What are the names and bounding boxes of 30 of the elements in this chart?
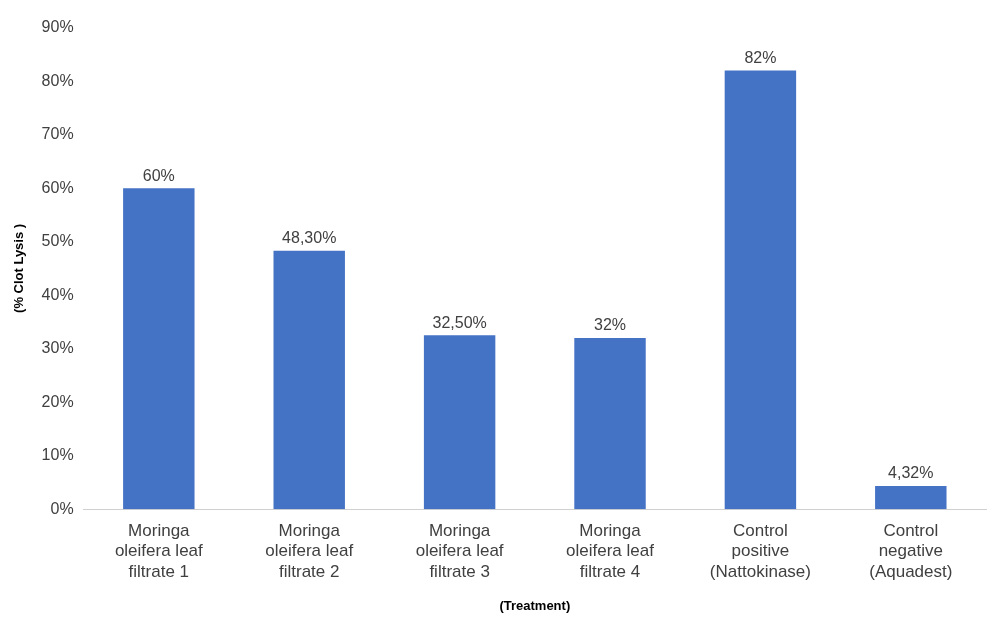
bar bbox=[875, 486, 947, 510]
bar bbox=[724, 70, 797, 510]
y-tick-label: 60% bbox=[41, 178, 74, 196]
bar bbox=[123, 188, 195, 510]
y-tick-label: 40% bbox=[41, 285, 74, 303]
y-tick-label: 70% bbox=[41, 125, 74, 143]
y-axis-title: (% Clot Lysis ) bbox=[11, 223, 27, 313]
data-label: 4,32% bbox=[888, 464, 934, 482]
x-tick-label: Moringa oleifera leaf filtrate 1 bbox=[114, 521, 204, 581]
x-tick-label: Control positive (Nattokinase) bbox=[709, 521, 811, 581]
x-tick-label: Moringa oleifera leaf filtrate 4 bbox=[566, 521, 655, 581]
data-label: 82% bbox=[744, 48, 777, 66]
data-label: 32% bbox=[593, 316, 627, 334]
y-tick-label: 50% bbox=[41, 232, 74, 250]
x-axis-title: (Treatment) bbox=[499, 597, 571, 613]
data-label: 48,30% bbox=[282, 229, 337, 247]
bar bbox=[574, 337, 646, 510]
y-tick-label: 20% bbox=[41, 392, 74, 410]
x-tick-label: Moringa oleifera leaf filtrate 3 bbox=[415, 521, 504, 581]
y-tick-label: 90% bbox=[41, 18, 74, 36]
data-label: 32,50% bbox=[432, 313, 487, 331]
x-tick-label: Control negative (Aquadest) bbox=[869, 521, 953, 581]
y-tick-label: 10% bbox=[41, 446, 74, 464]
x-tick-label: Moringa oleifera leaf filtrate 2 bbox=[265, 521, 354, 581]
bar bbox=[423, 335, 496, 510]
y-tick-label: 30% bbox=[41, 339, 74, 357]
bar bbox=[273, 250, 345, 510]
y-tick-label: 0% bbox=[50, 499, 74, 517]
data-label: 60% bbox=[142, 166, 175, 184]
y-tick-label: 80% bbox=[41, 71, 74, 89]
